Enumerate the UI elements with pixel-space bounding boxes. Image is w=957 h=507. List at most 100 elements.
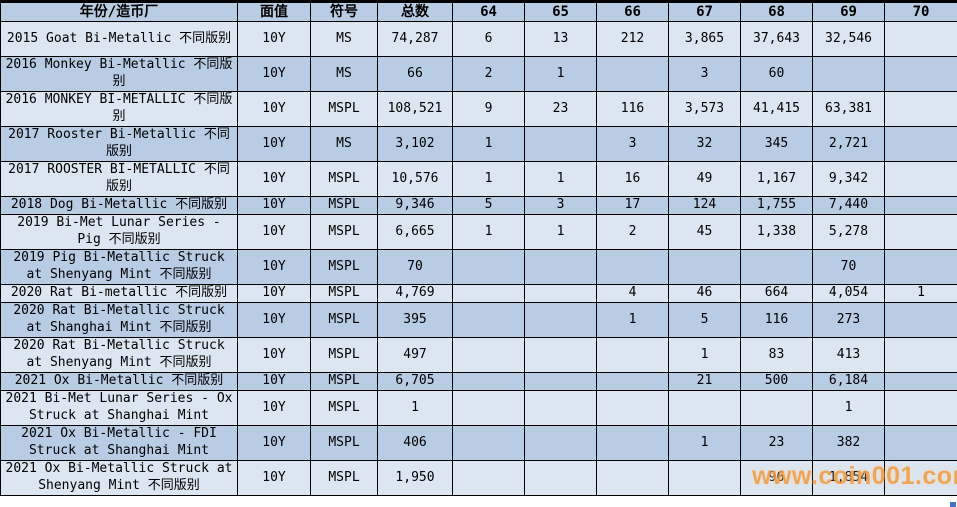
face-value-cell[interactable]: 10Y [237, 460, 311, 497]
grade-65-cell[interactable] [524, 425, 597, 462]
row-label-cell[interactable]: 2021 Bi-Met Lunar Series - Ox Struck at … [0, 390, 238, 427]
face-value-cell[interactable]: 10Y [237, 161, 311, 198]
grade-69-cell[interactable]: 273 [812, 302, 885, 339]
grade-70-cell[interactable]: 1 [884, 284, 957, 304]
grade-67-cell[interactable]: 21 [668, 372, 741, 392]
face-value-cell[interactable]: 10Y [237, 214, 311, 251]
grade-67-cell[interactable]: 5 [668, 302, 741, 339]
row-label-cell[interactable]: 2019 Pig Bi-Metallic Struck at Shenyang … [0, 249, 238, 286]
symbol-cell[interactable]: MSPL [310, 91, 378, 128]
grade-70-cell[interactable] [884, 126, 957, 163]
grade-67-cell[interactable]: 49 [668, 161, 741, 198]
grade-65-cell[interactable]: 3 [524, 196, 597, 216]
row-label-cell[interactable]: 2017 Rooster Bi-Metallic 不同版别 [0, 126, 238, 163]
row-label-cell[interactable]: 2021 Ox Bi-Metallic - FDI Struck at Shan… [0, 425, 238, 462]
face-value-cell[interactable]: 10Y [237, 126, 311, 163]
grade-69-cell[interactable]: 4,054 [812, 284, 885, 304]
grade-66-cell[interactable]: 3 [596, 126, 669, 163]
grade-64-cell[interactable]: 6 [452, 21, 525, 58]
grade-69-cell[interactable]: 9,342 [812, 161, 885, 198]
grade-65-cell[interactable] [524, 390, 597, 427]
header-face-value[interactable]: 面值 [237, 0, 311, 23]
grade-65-cell[interactable]: 1 [524, 214, 597, 251]
face-value-cell[interactable]: 10Y [237, 284, 311, 304]
grade-66-cell[interactable] [596, 372, 669, 392]
grade-65-cell[interactable]: 13 [524, 21, 597, 58]
symbol-cell[interactable]: MS [310, 21, 378, 58]
grade-64-cell[interactable]: 2 [452, 56, 525, 93]
grade-69-cell[interactable]: 5,278 [812, 214, 885, 251]
header-grade-64[interactable]: 64 [452, 0, 525, 23]
total-cell[interactable]: 6,665 [377, 214, 453, 251]
grade-65-cell[interactable] [524, 460, 597, 497]
row-label-cell[interactable]: 2020 Rat Bi-metallic 不同版别 [0, 284, 238, 304]
grade-70-cell[interactable] [884, 56, 957, 93]
grade-69-cell[interactable]: 382 [812, 425, 885, 462]
grade-65-cell[interactable]: 1 [524, 56, 597, 93]
row-label-cell[interactable]: 2020 Rat Bi-Metallic Struck at Shanghai … [0, 302, 238, 339]
grade-70-cell[interactable] [884, 91, 957, 128]
grade-70-cell[interactable] [884, 337, 957, 374]
face-value-cell[interactable]: 10Y [237, 390, 311, 427]
row-label-cell[interactable]: 2019 Bi-Met Lunar Series - Pig 不同版别 [0, 214, 238, 251]
grade-68-cell[interactable]: 83 [740, 337, 813, 374]
grade-66-cell[interactable]: 16 [596, 161, 669, 198]
face-value-cell[interactable]: 10Y [237, 372, 311, 392]
grade-68-cell[interactable]: 1,755 [740, 196, 813, 216]
symbol-cell[interactable]: MSPL [310, 249, 378, 286]
grade-65-cell[interactable] [524, 337, 597, 374]
grade-66-cell[interactable]: 17 [596, 196, 669, 216]
symbol-cell[interactable]: MSPL [310, 425, 378, 462]
header-grade-69[interactable]: 69 [812, 0, 885, 23]
symbol-cell[interactable]: MS [310, 126, 378, 163]
grade-66-cell[interactable] [596, 249, 669, 286]
face-value-cell[interactable]: 10Y [237, 337, 311, 374]
grade-69-cell[interactable] [812, 56, 885, 93]
grade-70-cell[interactable] [884, 21, 957, 58]
grade-68-cell[interactable] [740, 249, 813, 286]
grade-64-cell[interactable] [452, 337, 525, 374]
total-cell[interactable]: 4,769 [377, 284, 453, 304]
header-symbol[interactable]: 符号 [310, 0, 378, 23]
symbol-cell[interactable]: MSPL [310, 214, 378, 251]
grade-68-cell[interactable]: 23 [740, 425, 813, 462]
total-cell[interactable]: 1 [377, 390, 453, 427]
face-value-cell[interactable]: 10Y [237, 91, 311, 128]
grade-64-cell[interactable] [452, 302, 525, 339]
grade-67-cell[interactable] [668, 460, 741, 497]
header-grade-65[interactable]: 65 [524, 0, 597, 23]
grade-65-cell[interactable] [524, 372, 597, 392]
grade-67-cell[interactable]: 45 [668, 214, 741, 251]
grade-69-cell[interactable]: 32,546 [812, 21, 885, 58]
grade-65-cell[interactable] [524, 302, 597, 339]
symbol-cell[interactable]: MSPL [310, 372, 378, 392]
grade-70-cell[interactable] [884, 390, 957, 427]
grade-67-cell[interactable]: 124 [668, 196, 741, 216]
symbol-cell[interactable]: MSPL [310, 284, 378, 304]
grade-70-cell[interactable] [884, 196, 957, 216]
header-grade-66[interactable]: 66 [596, 0, 669, 23]
grade-69-cell[interactable]: 1 [812, 390, 885, 427]
symbol-cell[interactable]: MSPL [310, 460, 378, 497]
grade-64-cell[interactable] [452, 390, 525, 427]
total-cell[interactable]: 395 [377, 302, 453, 339]
header-total[interactable]: 总数 [377, 0, 453, 23]
grade-68-cell[interactable]: 116 [740, 302, 813, 339]
grade-67-cell[interactable]: 3,865 [668, 21, 741, 58]
grade-66-cell[interactable] [596, 460, 669, 497]
grade-70-cell[interactable] [884, 460, 957, 497]
grade-66-cell[interactable]: 4 [596, 284, 669, 304]
face-value-cell[interactable]: 10Y [237, 21, 311, 58]
symbol-cell[interactable]: MSPL [310, 337, 378, 374]
grade-68-cell[interactable]: 1,338 [740, 214, 813, 251]
grade-65-cell[interactable]: 1 [524, 161, 597, 198]
face-value-cell[interactable]: 10Y [237, 56, 311, 93]
face-value-cell[interactable]: 10Y [237, 196, 311, 216]
grade-69-cell[interactable]: 1,854 [812, 460, 885, 497]
grade-66-cell[interactable] [596, 56, 669, 93]
row-label-cell[interactable]: 2017 ROOSTER BI-METALLIC 不同版别 [0, 161, 238, 198]
header-grade-70[interactable]: 70 [884, 0, 957, 23]
total-cell[interactable]: 66 [377, 56, 453, 93]
row-label-cell[interactable]: 2018 Dog Bi-Metallic 不同版别 [0, 196, 238, 216]
grade-68-cell[interactable]: 664 [740, 284, 813, 304]
